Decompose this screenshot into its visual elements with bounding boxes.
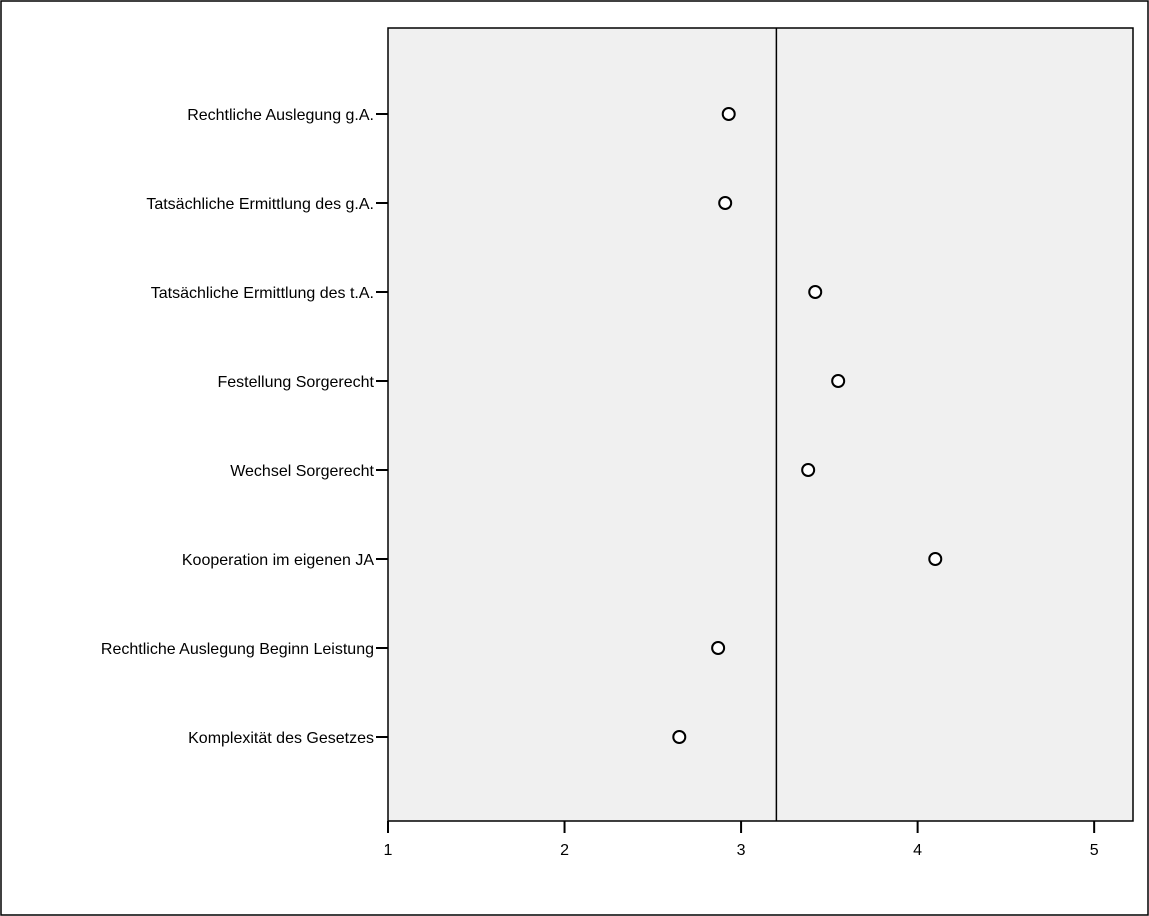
data-point — [711, 641, 726, 655]
category-axis: Rechtliche Auslegung g.A. Tatsächliche Er… — [101, 107, 388, 747]
category-label: Komplexität des Gesetzes — [188, 730, 374, 747]
value-tick-label: 2 — [560, 842, 569, 859]
data-point — [808, 285, 823, 299]
category-label: Rechtliche Auslegung Beginn Leistung — [101, 641, 374, 658]
data-point — [672, 730, 687, 744]
category-label: Festellung Sorgerecht — [217, 374, 374, 391]
value-tick-label: 4 — [913, 842, 922, 859]
data-points — [672, 107, 943, 744]
value-tick-label: 5 — [1090, 842, 1099, 859]
category-label: Wechsel Sorgerecht — [230, 463, 374, 480]
data-point — [721, 107, 736, 121]
data-point — [831, 374, 846, 388]
data-point — [801, 463, 816, 477]
category-label: Tatsächliche Ermittlung des t.A. — [151, 285, 374, 302]
value-axis: 1 2 3 4 5 — [384, 821, 1099, 859]
value-tick-label: 1 — [384, 842, 393, 859]
category-label: Kooperation im eigenen JA — [182, 552, 374, 569]
plot-area — [387, 27, 1134, 822]
data-point — [718, 196, 733, 210]
category-label: Rechtliche Auslegung g.A. — [187, 107, 374, 124]
data-point — [928, 552, 943, 566]
category-label: Tatsächliche Ermittlung des g.A. — [146, 196, 374, 213]
value-tick-label: 3 — [737, 842, 746, 859]
